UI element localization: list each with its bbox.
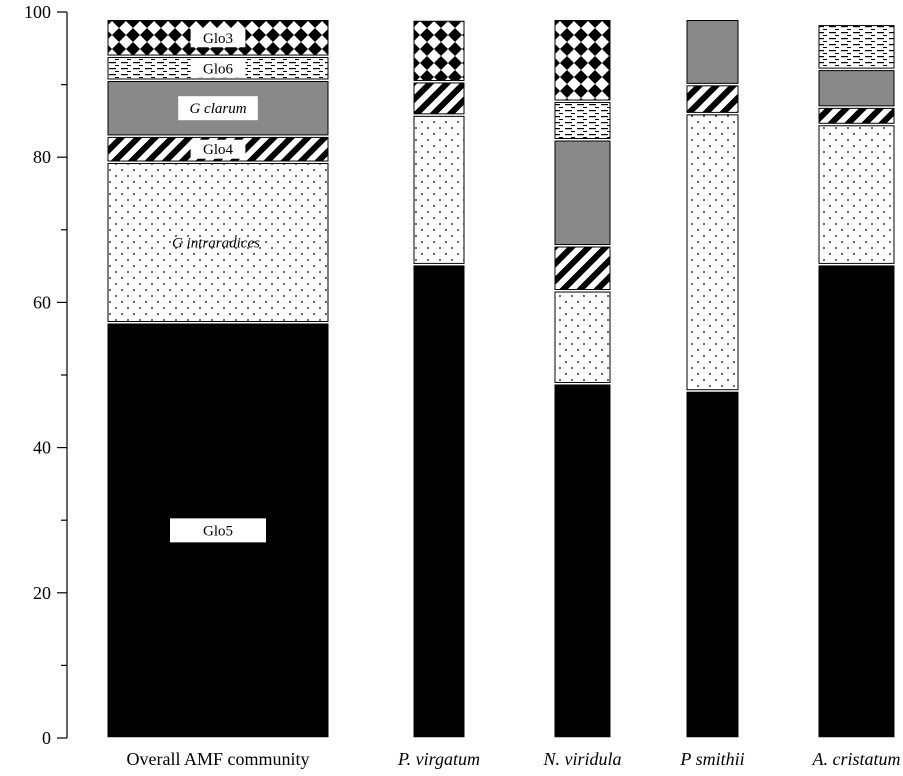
bar-segment: [686, 114, 739, 391]
segment-label: Glo6: [203, 61, 234, 77]
y-tick-label: 0: [42, 728, 51, 748]
segment-label-box: [178, 96, 258, 121]
bar-segment: [554, 20, 611, 101]
bar-segment: [554, 246, 611, 291]
bar-segment: [818, 265, 895, 738]
bar-segment: [554, 291, 611, 383]
x-category-label: P smithii: [679, 749, 744, 769]
bar-segment: [413, 115, 465, 264]
bar-segment: [554, 102, 611, 140]
y-tick-label: 80: [33, 147, 51, 167]
y-tick-label: 20: [33, 583, 51, 603]
x-category-label: Overall AMF community: [127, 749, 310, 769]
y-tick-label: 60: [33, 292, 51, 312]
segment-label: Glo3: [203, 31, 233, 47]
bar-segment: [554, 384, 611, 738]
x-category-label: N. viridula: [542, 749, 621, 769]
segment-label-box: [190, 28, 246, 48]
bars-group: [107, 20, 895, 738]
bar-segment: [686, 20, 739, 84]
bar-segment: [818, 25, 895, 69]
segment-label-box: [170, 518, 266, 543]
bar-segment: [818, 125, 895, 264]
y-tick-label: 40: [33, 438, 51, 458]
category-labels-group: Overall AMF community P. virgatum N. virid…: [127, 749, 901, 769]
segment-labels-group: Glo5 G intraradices Glo4 G clarum Glo6 Glo3: [170, 28, 266, 543]
bar-segment: [413, 82, 465, 115]
x-category-label: A. cristatum: [812, 749, 901, 769]
segment-label-box: [190, 58, 246, 78]
segment-label: Glo5: [203, 523, 233, 539]
segment-label: G intraradices: [172, 236, 260, 252]
bar-segment: [818, 70, 895, 107]
bar-segment: [686, 85, 739, 113]
segment-label: Glo4: [203, 142, 234, 158]
bar-segment: [413, 265, 465, 738]
bar-segment: [554, 140, 611, 246]
y-tick-label: 100: [24, 2, 51, 22]
bar-segment: [107, 163, 329, 322]
segment-label: G clarum: [189, 101, 246, 117]
bar-segment: [413, 20, 465, 81]
bar-segment: [818, 107, 895, 124]
y-axis: 0 20 40 60 80 100: [24, 2, 68, 748]
bar-segment: [686, 391, 739, 738]
segment-label-box: [190, 139, 246, 159]
x-category-label: P. virgatum: [397, 749, 480, 769]
